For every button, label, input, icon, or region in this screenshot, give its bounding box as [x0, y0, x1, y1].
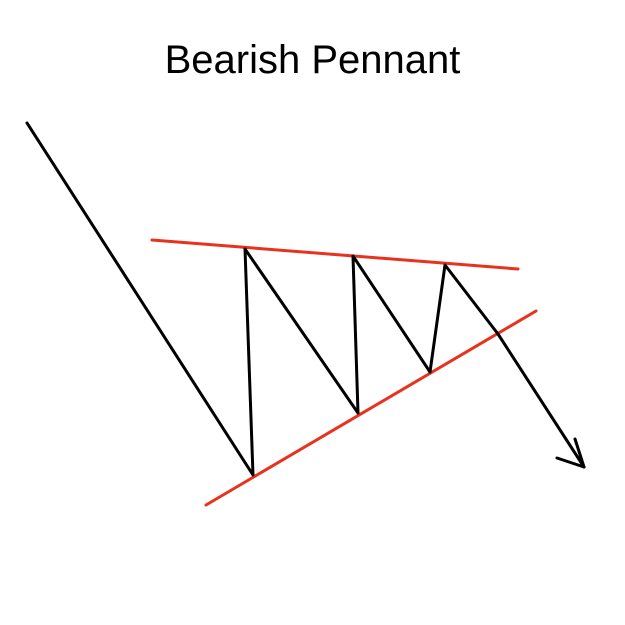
diagram-title: Bearish Pennant	[164, 38, 461, 82]
breakdown-arrowhead	[555, 437, 586, 469]
price-path-line	[25, 121, 586, 477]
upper-resistance-trendline	[150, 238, 520, 271]
lower-support-trendline	[204, 309, 538, 507]
